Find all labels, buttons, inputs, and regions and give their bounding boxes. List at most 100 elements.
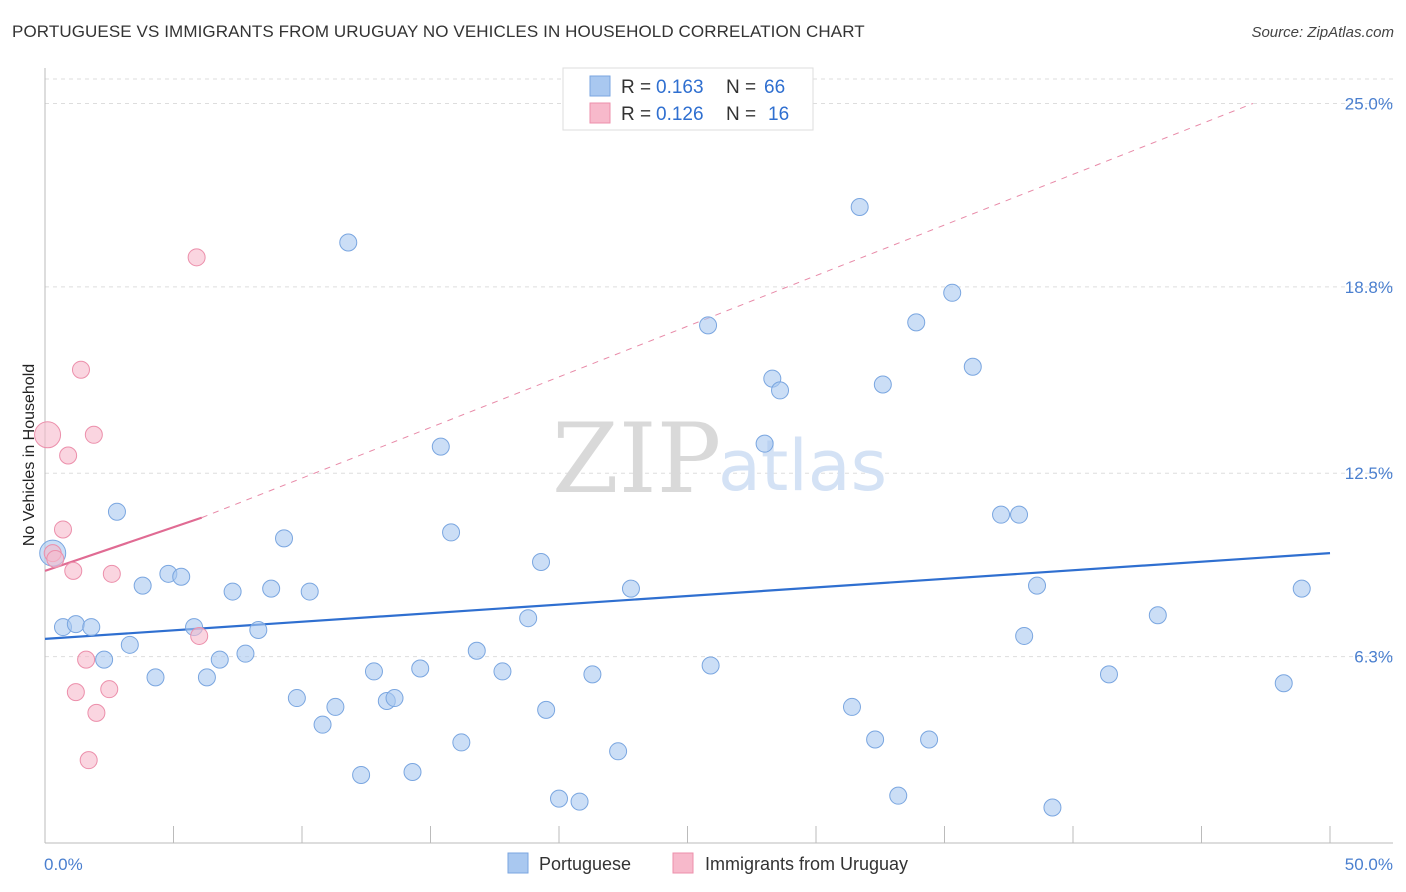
point-portuguese [701, 656, 720, 675]
point-portuguese [842, 697, 861, 716]
point-portuguese [467, 641, 486, 660]
point-uruguay [102, 564, 121, 583]
point-portuguese [95, 650, 114, 669]
source-label: Source: ZipAtlas.com [1251, 24, 1394, 41]
point-portuguese [992, 505, 1011, 524]
point-portuguese [313, 715, 332, 734]
point-portuguese [249, 621, 268, 640]
legend-n-label-1: N = [726, 77, 756, 98]
point-portuguese [364, 662, 383, 681]
point-portuguese [210, 650, 229, 669]
point-portuguese [621, 579, 640, 598]
point-portuguese [287, 689, 306, 708]
legend-r-label-2: R = [621, 104, 651, 125]
legend: R = 0.163 N = 66 R = 0.126 N = 16 [562, 67, 814, 131]
point-portuguese [963, 357, 982, 376]
point-portuguese [133, 576, 152, 595]
point-portuguese [493, 662, 512, 681]
watermark: ZIP atlas [552, 403, 887, 515]
point-portuguese [889, 786, 908, 805]
point-portuguese [532, 552, 551, 571]
point-portuguese [1292, 579, 1311, 598]
bottom-legend-label-uruguay: Immigrants from Uruguay [705, 854, 908, 874]
point-uruguay [187, 248, 206, 267]
point-uruguay [59, 446, 78, 465]
point-uruguay [46, 550, 65, 569]
point-portuguese [583, 665, 602, 684]
point-portuguese [275, 529, 294, 548]
bottom-legend: Portuguese Immigrants from Uruguay [507, 852, 908, 874]
point-portuguese [943, 283, 962, 302]
bottom-legend-swatch-portuguese [507, 852, 529, 874]
point-portuguese [431, 437, 450, 456]
point-uruguay [64, 561, 83, 580]
trend-lines [44, 103, 1331, 640]
point-portuguese [120, 635, 139, 654]
point-portuguese [1148, 606, 1167, 625]
point-portuguese [1028, 576, 1047, 595]
point-uruguay [77, 650, 96, 669]
point-portuguese [300, 582, 319, 601]
point-uruguay [71, 360, 90, 379]
point-portuguese [223, 582, 242, 601]
point-portuguese [699, 316, 718, 335]
point-portuguese [352, 765, 371, 784]
point-portuguese [1010, 505, 1029, 524]
point-portuguese [403, 763, 422, 782]
point-uruguay [34, 421, 62, 449]
point-portuguese [850, 198, 869, 217]
y-tick-label: 12.5% [1345, 464, 1393, 483]
point-portuguese [82, 618, 101, 637]
chart-title: PORTUGUESE VS IMMIGRANTS FROM URUGUAY NO… [12, 22, 865, 41]
legend-n-value-2: 16 [768, 104, 789, 125]
point-portuguese [771, 381, 790, 400]
legend-swatch-portuguese [589, 75, 611, 97]
point-portuguese [907, 313, 926, 332]
legend-r-label-1: R = [621, 77, 651, 98]
point-portuguese [1099, 665, 1118, 684]
point-portuguese [873, 375, 892, 394]
watermark-atlas: atlas [718, 425, 887, 507]
point-portuguese [442, 523, 461, 542]
point-portuguese [66, 615, 85, 634]
legend-r-value-2: 0.126 [656, 104, 704, 125]
point-uruguay [53, 520, 72, 539]
point-portuguese [385, 689, 404, 708]
point-portuguese [107, 502, 126, 521]
point-portuguese [262, 579, 281, 598]
point-portuguese [1043, 798, 1062, 817]
trend-line-uruguay-extension [201, 103, 1254, 519]
point-portuguese [452, 733, 471, 752]
point-portuguese [920, 730, 939, 749]
point-portuguese [537, 700, 556, 719]
grid-lines [45, 78, 1393, 658]
legend-swatch-uruguay [589, 102, 611, 124]
point-portuguese [172, 567, 191, 586]
x-tick-labels: 0.0% 50.0% [44, 855, 1393, 874]
point-portuguese [1274, 674, 1293, 693]
point-portuguese [197, 668, 216, 687]
point-portuguese [866, 730, 885, 749]
bottom-legend-label-portuguese: Portuguese [539, 854, 631, 874]
point-uruguay [84, 425, 103, 444]
point-portuguese [326, 697, 345, 716]
bottom-legend-swatch-uruguay [672, 852, 694, 874]
trend-line-uruguay [44, 516, 203, 572]
watermark-zip: ZIP [552, 403, 721, 515]
legend-n-label-2: N = [726, 104, 756, 125]
axes [44, 68, 1393, 844]
point-portuguese [570, 792, 589, 811]
point-portuguese [519, 609, 538, 628]
point-uruguay [100, 680, 119, 699]
x-tick-label: 0.0% [44, 855, 83, 874]
x-tick-label: 50.0% [1345, 855, 1393, 874]
point-portuguese [339, 233, 358, 252]
legend-n-value-1: 66 [764, 77, 785, 98]
y-tick-label: 25.0% [1345, 94, 1393, 113]
point-portuguese [236, 644, 255, 663]
point-portuguese [411, 659, 430, 678]
y-tick-label: 6.3% [1354, 648, 1393, 667]
point-uruguay [190, 626, 209, 645]
point-uruguay [66, 683, 85, 702]
